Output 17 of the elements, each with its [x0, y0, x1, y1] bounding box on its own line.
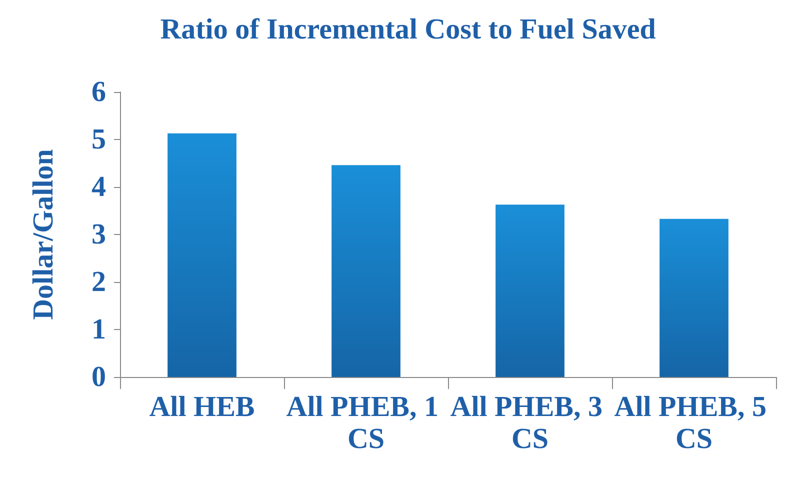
x-tick-label: All PHEB, 3 CS [450, 391, 610, 455]
y-tick-label: 0 [92, 361, 106, 393]
y-tick-label: 2 [92, 266, 106, 298]
x-tick-label: All HEB [149, 391, 255, 423]
chart-title: Ratio of Incremental Cost to Fuel Saved [160, 14, 656, 46]
bar [496, 204, 564, 377]
y-tick-label: 6 [92, 76, 106, 108]
y-tick-label: 3 [92, 218, 106, 250]
y-tick-label: 4 [92, 171, 106, 203]
bar [660, 218, 728, 377]
y-axis-title: Dollar/Gallon [28, 149, 60, 320]
bar [332, 165, 400, 377]
x-tick-label: All PHEB, 5 CS [614, 391, 774, 455]
x-tick-label: All PHEB, 1 CS [286, 391, 446, 455]
y-tick-label: 5 [92, 124, 106, 156]
bar [168, 133, 236, 377]
y-tick-label: 1 [92, 314, 106, 346]
